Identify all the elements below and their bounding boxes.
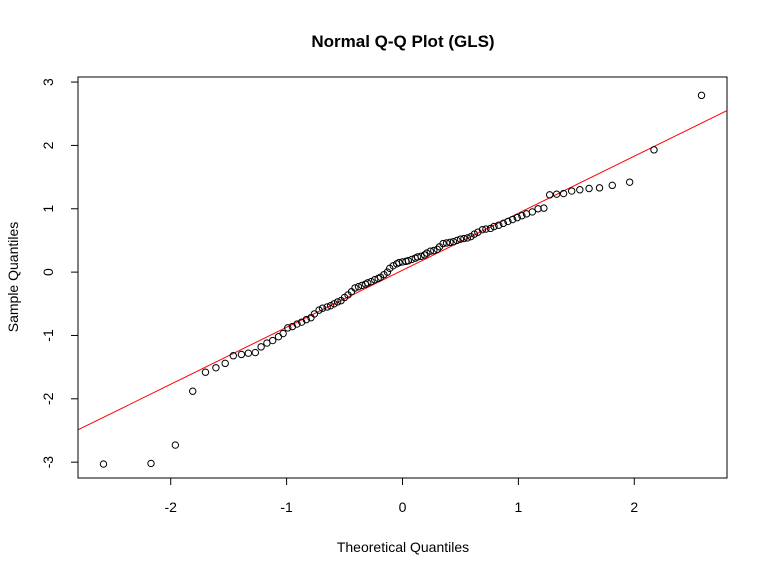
data-point — [470, 230, 479, 238]
data-point — [540, 204, 548, 212]
data-point — [595, 184, 604, 192]
y-axis: -3 -2 -1 0 1 2 3 — [40, 78, 79, 469]
data-point — [326, 301, 335, 310]
data-point — [697, 91, 706, 100]
x-tick-label: -2 — [164, 499, 177, 515]
data-point — [302, 315, 311, 324]
data-point — [269, 336, 277, 345]
y-tick-label: -2 — [40, 392, 56, 405]
data-point — [171, 441, 180, 449]
data-point — [490, 222, 498, 231]
data-point — [147, 459, 155, 468]
data-point — [395, 258, 403, 267]
data-point — [404, 257, 412, 265]
x-tick-label: 2 — [630, 499, 638, 515]
data-point — [504, 217, 512, 226]
data-point — [608, 181, 616, 190]
data-point — [430, 246, 438, 255]
data-point — [279, 329, 287, 338]
data-point — [417, 252, 425, 260]
data-point — [449, 238, 458, 246]
data-point — [494, 221, 503, 229]
data-point — [426, 247, 435, 255]
y-tick-label: 2 — [40, 141, 56, 149]
data-point — [367, 277, 375, 286]
reference-line — [78, 110, 727, 431]
data-point — [433, 245, 441, 254]
data-point — [212, 364, 220, 372]
data-point — [323, 303, 331, 311]
y-tick-label: 0 — [40, 268, 56, 276]
y-tick-label: 1 — [40, 205, 56, 213]
data-point — [310, 310, 319, 318]
data-point — [293, 320, 301, 328]
data-point — [456, 235, 465, 243]
data-point — [585, 184, 593, 193]
x-tick-label: -1 — [280, 499, 293, 515]
data-point — [354, 282, 363, 291]
data-point — [420, 251, 429, 259]
data-point — [257, 343, 265, 351]
data-point — [413, 253, 422, 261]
data-point — [460, 234, 468, 243]
data-point — [552, 190, 561, 198]
data-point — [333, 298, 342, 306]
data-point — [534, 205, 542, 213]
data-point — [625, 178, 634, 186]
data-point — [463, 234, 472, 242]
data-point — [568, 187, 576, 195]
data-point — [439, 239, 447, 248]
data-point — [482, 225, 490, 233]
data-point — [389, 262, 397, 270]
data-point — [528, 208, 536, 216]
data-point — [518, 212, 526, 220]
y-tick-label: -1 — [40, 329, 56, 342]
data-point — [486, 224, 495, 233]
data-point — [453, 236, 461, 245]
x-axis-label: Theoretical Quantiles — [337, 539, 469, 555]
data-point — [508, 215, 517, 224]
data-point — [229, 352, 237, 360]
data-point — [99, 460, 108, 468]
data-point — [576, 186, 584, 194]
data-point — [499, 219, 508, 228]
data-point — [383, 268, 392, 276]
data-point — [478, 225, 487, 234]
data-point — [284, 324, 292, 332]
data-point — [446, 238, 454, 247]
data-point — [237, 350, 246, 359]
data-point — [274, 333, 283, 341]
data-point — [442, 239, 451, 247]
y-tick-label: 3 — [40, 78, 56, 86]
data-point — [364, 279, 372, 287]
y-tick-label: -3 — [40, 456, 56, 469]
data-points — [99, 91, 706, 468]
x-tick-label: 0 — [399, 499, 407, 515]
x-tick-label: 1 — [514, 499, 522, 515]
data-point — [545, 191, 554, 199]
plot-frame — [77, 76, 728, 479]
data-point — [315, 306, 323, 314]
data-point — [251, 348, 260, 357]
data-point — [351, 284, 359, 292]
data-point — [244, 349, 253, 357]
data-point — [318, 304, 327, 312]
y-axis-label: Sample Quantiles — [5, 222, 21, 333]
data-point — [559, 189, 568, 198]
data-point — [189, 387, 197, 395]
data-point — [221, 359, 229, 368]
data-point — [423, 249, 431, 257]
data-point — [513, 213, 521, 222]
data-point — [650, 146, 658, 154]
x-axis: -2 -1 0 1 2 — [164, 477, 638, 515]
chart-title: Normal Q-Q Plot (GLS) — [311, 32, 494, 51]
data-point — [330, 300, 338, 308]
data-point — [201, 368, 210, 376]
